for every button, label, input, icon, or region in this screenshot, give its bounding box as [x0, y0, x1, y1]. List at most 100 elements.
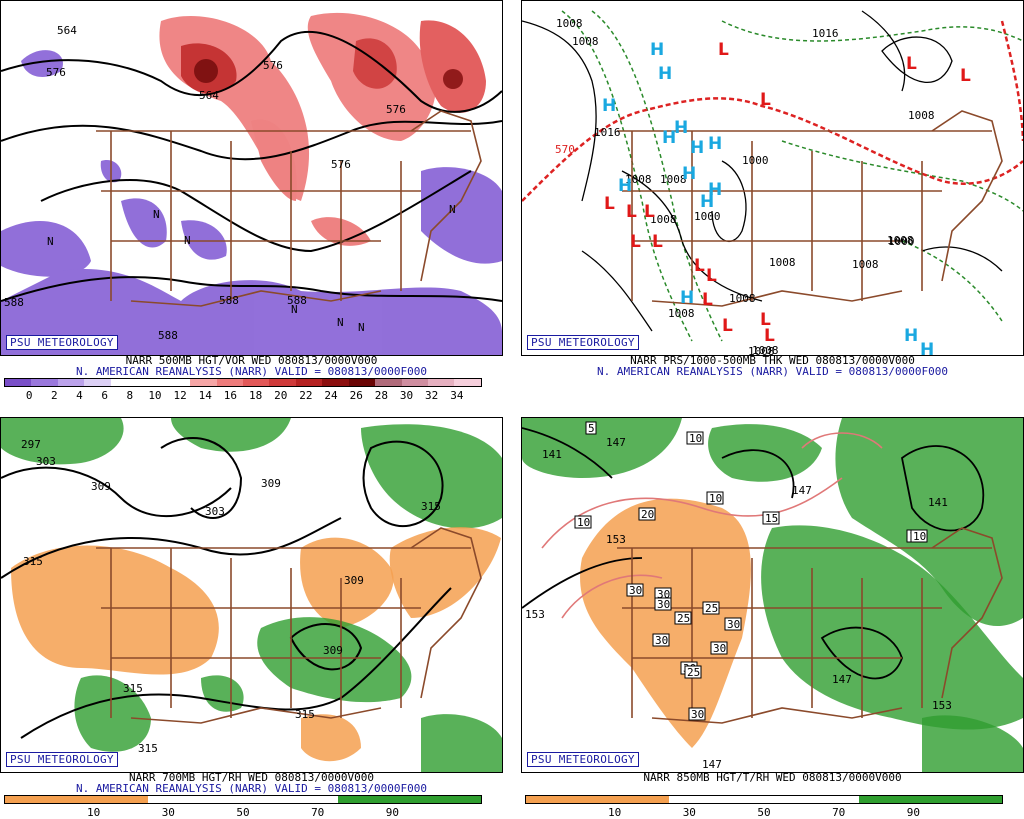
isobar-label: 1000	[888, 235, 915, 248]
temperature-label: 30	[654, 597, 672, 611]
colorbar-tick: 70	[311, 806, 325, 819]
height-label: 309	[323, 644, 343, 657]
map-700mb-svg: 297 303 309 303 309 309 315 309 315 315 …	[1, 418, 502, 772]
height-label: 315	[23, 555, 43, 568]
colorbar-tick: 70	[832, 806, 846, 819]
colorbar-swatch	[454, 379, 481, 386]
isobar-label: 1000	[694, 210, 721, 223]
high-pressure-center: H	[682, 164, 696, 184]
height-label: 153	[932, 699, 952, 712]
colorbar-tick: 32	[425, 389, 439, 402]
height-label: 147	[606, 436, 626, 449]
isobar-label: 1008	[660, 173, 687, 186]
low-pressure-center: L	[626, 202, 637, 222]
height-label: 297	[21, 438, 41, 451]
contour-label: 588	[287, 294, 307, 307]
low-pressure-center: L	[722, 316, 733, 336]
isobar-label: 1016	[812, 27, 839, 40]
colorbar-tick: 12	[173, 389, 187, 402]
low-pressure-center: L	[718, 40, 729, 60]
moist-area	[1, 418, 124, 465]
colorbar-rh-ticks: 10 30 50 70 90	[525, 807, 1003, 819]
colorbar-swatch	[269, 379, 296, 386]
vort-center-label: N	[449, 203, 456, 216]
psu-meteorology-badge: PSU METEOROLOGY	[6, 752, 118, 767]
panel-caption-title: NARR 500MB HGT/VOR WED 080813/0000V000	[125, 354, 378, 367]
vort-center-label: N	[184, 234, 191, 247]
colorbar-tick: 50	[757, 806, 771, 819]
contour-label: 576	[386, 103, 406, 116]
temperature-label: 20	[638, 507, 656, 521]
colorbar-swatch	[84, 379, 111, 386]
svg-text:10: 10	[689, 432, 702, 445]
moist-area	[522, 418, 682, 478]
moist-area	[922, 715, 1023, 772]
map-850mb-temp-rh: 141 153 153 147 147 147 141 153 10 10 10 15…	[521, 417, 1024, 773]
height-label: 141	[542, 448, 562, 461]
moist-area	[761, 525, 1023, 730]
high-pressure-center: H	[674, 118, 688, 138]
panel-700mb-rh: 297 303 309 303 309 309 315 309 315 315 …	[0, 417, 503, 819]
height-label: 309	[344, 574, 364, 587]
colorbar-swatch	[401, 379, 428, 386]
isobar-label: 1008	[668, 307, 695, 320]
height-label: 315	[421, 500, 441, 513]
colorbar-swatch	[137, 379, 164, 386]
isobar-label: 1008	[556, 17, 583, 30]
svg-text:30: 30	[655, 634, 668, 647]
isobar-label: 1008	[729, 292, 756, 305]
height-label: 5	[585, 421, 597, 435]
temperature-label: 30	[652, 633, 670, 647]
contour-label: 564	[199, 89, 219, 102]
vort-center-label: N	[153, 208, 160, 221]
svg-text:30: 30	[713, 642, 726, 655]
panel-caption-valid: N. AMERICAN REANALYSIS (NARR) VALID = 08…	[76, 782, 427, 795]
colorbar-vorticity-ticks: 0 2 4 6 8 10 12 14 16 18 20 22 24 26 28 30 32 34	[4, 390, 482, 402]
height-label: 153	[606, 533, 626, 546]
colorbar-tick: 90	[906, 806, 920, 819]
thickness-label: 570	[555, 143, 575, 156]
high-pressure-center: H	[708, 180, 722, 200]
colorbar-tick: 20	[274, 389, 288, 402]
height-label: 309	[91, 480, 111, 493]
map-slp-svg: 1008 1008 1016 1016 1008 1008 1008 1008 …	[522, 10, 1023, 355]
temperature-label: 10	[686, 431, 704, 445]
isobar-label: 1008	[769, 256, 796, 269]
colorbar-swatch	[322, 379, 349, 386]
colorbar-tick: 10	[87, 806, 101, 819]
panel-500mb-vorticity: 564 576 564 576 588 588 588 576 588 576 …	[0, 0, 503, 402]
colorbar-swatch	[5, 379, 32, 386]
colorbar-swatch	[242, 379, 270, 386]
isobar-label: 1008	[572, 35, 599, 48]
high-pressure-center: H	[690, 138, 704, 158]
colorbar-tick: 30	[399, 389, 414, 402]
map-500mb-svg: 564 576 564 576 588 588 588 576 588 576 …	[1, 12, 502, 355]
isobar-label: 1008	[625, 173, 652, 186]
vort-center-label: N	[291, 303, 298, 316]
svg-text:5: 5	[588, 422, 595, 435]
high-pressure-center: H	[662, 128, 676, 148]
low-pressure-center: L	[652, 232, 663, 252]
panel-sea-level-pressure: 1008 1008 1016 1016 1008 1008 1008 1008 …	[521, 0, 1024, 402]
vort-center-label: N	[358, 321, 365, 334]
temperature-label: 30	[724, 617, 742, 631]
contour-label: 564	[57, 24, 77, 37]
colorbar-tick: 90	[385, 806, 399, 819]
colorbar-swatch	[295, 379, 323, 386]
svg-text:25: 25	[687, 666, 700, 679]
high-pressure-center: H	[658, 64, 672, 84]
colorbar-tick: 24	[324, 389, 338, 402]
colorbar-rh-ticks: 10 30 50 70 90	[4, 807, 482, 819]
temperature-label: 10	[574, 515, 592, 529]
moist-area	[74, 675, 151, 752]
colorbar-tick: 8	[126, 389, 134, 402]
psu-meteorology-badge: PSU METEOROLOGY	[527, 752, 639, 767]
moist-area	[171, 418, 291, 452]
map-500mb-vorticity: 564 576 564 576 588 588 588 576 588 576 …	[0, 0, 503, 356]
colorbar-tick: 10	[148, 389, 162, 402]
dry-area	[11, 545, 219, 675]
colorbar-swatch	[348, 379, 376, 386]
temperature-label: 15	[762, 511, 780, 525]
moist-area	[201, 675, 244, 712]
colorbar-swatch	[216, 379, 243, 386]
